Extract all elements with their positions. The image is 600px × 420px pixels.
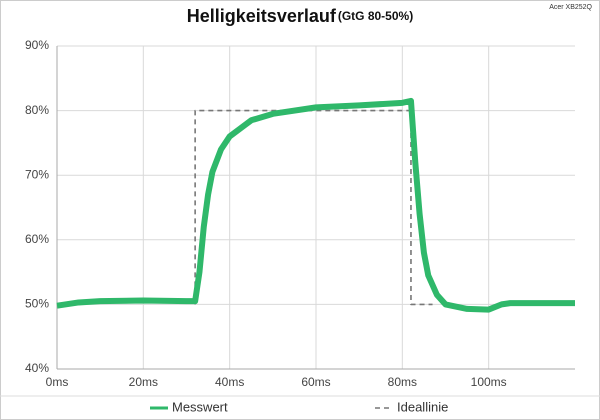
y-tick-label: 80% (25, 103, 49, 117)
series-line (56, 97, 575, 313)
y-tick-label: 70% (25, 167, 49, 181)
title-main: Helligkeitsverlauf (187, 6, 337, 26)
y-tick-label: 40% (25, 361, 49, 375)
legend-label: Messwert (172, 399, 228, 414)
x-tick-label: 100ms (471, 375, 507, 389)
x-tick-label: 0ms (46, 375, 69, 389)
y-tick-label: 90% (25, 38, 49, 52)
x-tick-label: 60ms (301, 375, 330, 389)
x-tick-label: 40ms (215, 375, 244, 389)
chart-title: Helligkeitsverlauf (GtG 80-50%) (187, 6, 413, 26)
corner-note: Acer XB252Q (549, 4, 592, 11)
y-tick-label: 50% (25, 297, 49, 311)
legend-label: Ideallinie (397, 399, 448, 414)
x-tick-label: 80ms (388, 375, 417, 389)
y-tick-label: 60% (25, 232, 49, 246)
title-sub: (GtG 80-50%) (338, 9, 413, 23)
x-tick-label: 20ms (129, 375, 158, 389)
